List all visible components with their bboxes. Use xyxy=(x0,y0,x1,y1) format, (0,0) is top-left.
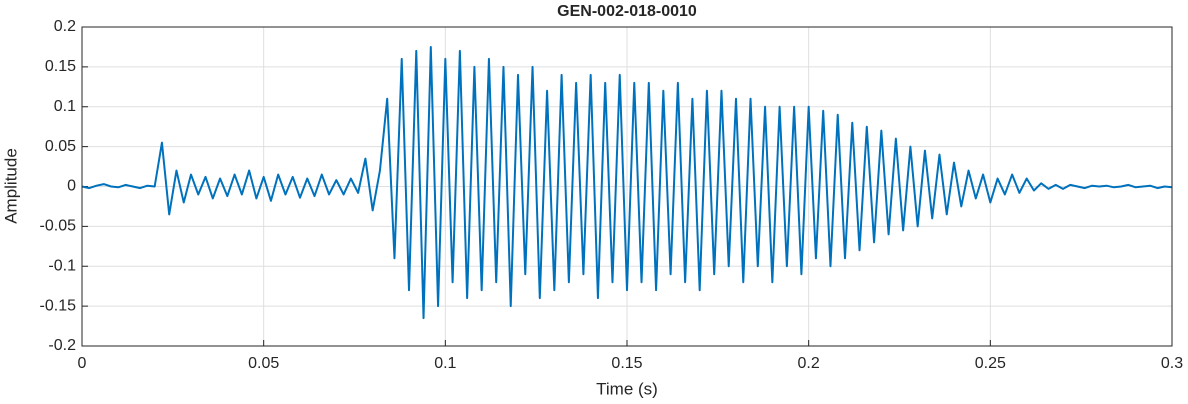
y-tick-label: -0.15 xyxy=(40,297,77,314)
x-tick-label: 0.05 xyxy=(248,355,279,372)
chart-title: GEN-002-018-0010 xyxy=(557,3,697,20)
y-tick-label: 0.05 xyxy=(45,138,76,155)
x-tick-label: 0.25 xyxy=(975,355,1006,372)
waveform-line xyxy=(81,45,1173,320)
axes-box xyxy=(81,26,1173,347)
y-tick-label: 0.1 xyxy=(54,98,76,115)
x-tick-label: 0.15 xyxy=(611,355,642,372)
y-axis-label: Amplitude xyxy=(1,148,20,224)
x-axis-label: Time (s) xyxy=(596,379,658,398)
x-tick-label: 0.3 xyxy=(1161,355,1183,372)
y-tick-label: 0.2 xyxy=(54,18,76,35)
x-tick-label: 0.2 xyxy=(798,355,820,372)
y-tick-label: -0.05 xyxy=(40,218,77,235)
y-tick-label: 0.15 xyxy=(45,58,76,75)
y-tick-label: -0.1 xyxy=(48,257,76,274)
y-tick-label: 0 xyxy=(67,178,76,195)
x-tick-label: 0.1 xyxy=(434,355,456,372)
x-tick-label: 0 xyxy=(78,355,87,372)
y-tick-label: -0.2 xyxy=(48,337,76,354)
